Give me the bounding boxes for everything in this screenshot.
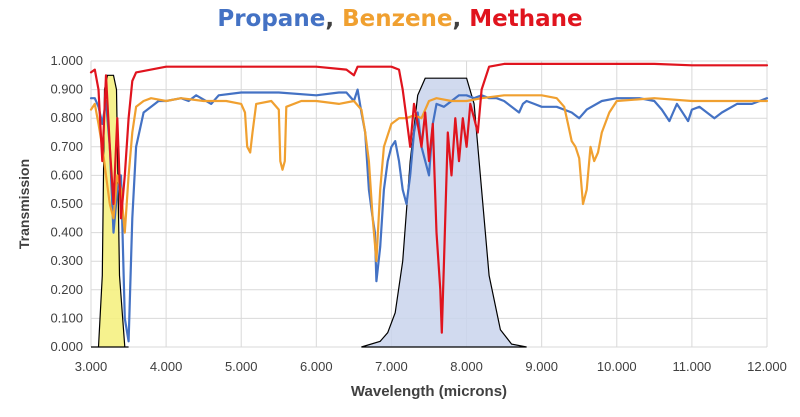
title-part-1: ,: [325, 6, 343, 32]
y-tick-label: 0.700: [50, 139, 83, 154]
y-tick-label: 0.100: [50, 310, 83, 325]
x-tick-label: 5.000: [225, 359, 258, 374]
x-tick-label: 3.000: [75, 359, 108, 374]
x-tick-label: 9.000: [525, 359, 558, 374]
y-tick-label: 1.000: [50, 53, 83, 68]
y-tick-label: 0.500: [50, 196, 83, 211]
x-tick-label: 10.000: [597, 359, 637, 374]
x-axis-label: Wavelength (microns): [351, 383, 507, 400]
y-tick-label: 0.200: [50, 282, 83, 297]
y-tick-label: 0.300: [50, 253, 83, 268]
y-tick-label: 0.600: [50, 167, 83, 182]
filter-band-2: [361, 77, 527, 348]
x-tick-label: 11.000: [672, 359, 711, 374]
series-line-propane: [89, 88, 769, 343]
title-part-2: Benzene: [342, 6, 453, 32]
filter-band-1: [91, 74, 129, 348]
y-axis-label: Transmission: [16, 159, 32, 249]
x-tick-label: 12.000: [747, 359, 787, 374]
x-tick-label: 6.000: [300, 359, 333, 374]
x-tick-label: 4.000: [150, 359, 183, 374]
y-tick-label: 0.400: [50, 225, 83, 240]
chart-title: Propane, Benzene, Methane: [0, 6, 800, 32]
x-tick-label: 8.000: [450, 359, 483, 374]
title-part-4: Methane: [469, 6, 583, 32]
series-line-methane: [89, 62, 769, 334]
series-line-benzene: [89, 94, 769, 263]
title-part-0: Propane: [217, 6, 326, 32]
y-tick-label: 0.900: [50, 82, 83, 97]
y-tick-label: 0.800: [50, 110, 83, 125]
title-part-3: ,: [452, 6, 470, 32]
y-tick-label: 0.000: [50, 339, 83, 354]
x-tick-label: 7.000: [375, 359, 408, 374]
